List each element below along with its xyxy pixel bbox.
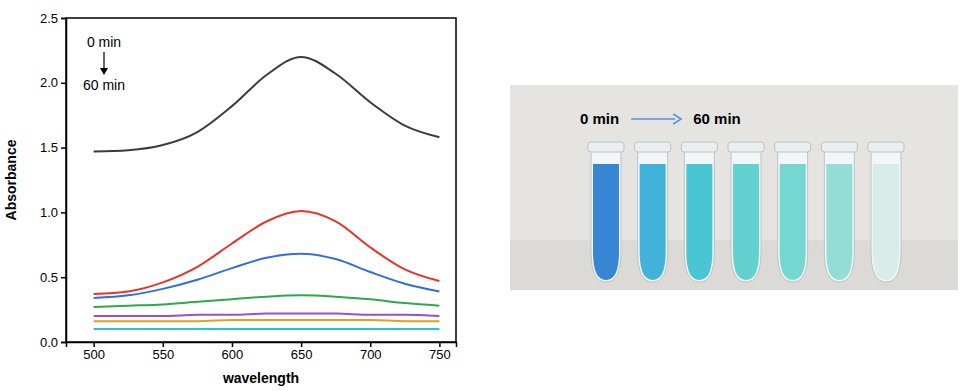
y-tick-label: 1.5 xyxy=(40,140,58,155)
tube-body xyxy=(778,150,808,282)
lines xyxy=(94,57,440,329)
tube-liquid xyxy=(686,164,712,280)
tube-liquid xyxy=(873,164,899,280)
y-tick-label: 0.0 xyxy=(40,335,58,350)
photo-arrow xyxy=(631,118,675,120)
y-tick-mark xyxy=(61,147,66,149)
annotation: 60 min xyxy=(83,77,125,93)
figure: 500 550 600 650 700 750 0.0 0.5 1.0 1.5 2.0 2.5 wave… xyxy=(0,0,974,391)
y-tick-label: 2.5 xyxy=(40,11,58,26)
tube-body xyxy=(684,150,714,282)
x-tick-label: 600 xyxy=(222,347,244,362)
y-tick-mark xyxy=(61,212,66,214)
y-tick-mark xyxy=(61,277,66,279)
tube-body xyxy=(871,150,901,282)
x-tick: 550 xyxy=(152,342,174,362)
x-tick-label: 750 xyxy=(429,347,451,362)
tube-body xyxy=(638,150,668,282)
x-tick-label: 700 xyxy=(360,347,382,362)
y-tick: 1.0 xyxy=(40,205,66,220)
x-tick-label: 500 xyxy=(83,347,105,362)
photo-background xyxy=(510,85,958,290)
tube xyxy=(775,142,811,282)
x-tick-label: 550 xyxy=(152,347,174,362)
tube xyxy=(588,142,624,282)
tube-cap xyxy=(681,142,717,152)
tube-cap xyxy=(775,142,811,152)
y-tick: 1.5 xyxy=(40,140,66,155)
y-tick-label: 2.0 xyxy=(40,75,58,90)
tube-body xyxy=(824,150,854,282)
series-line xyxy=(94,320,440,321)
photo-label: 0 min xyxy=(580,110,619,127)
y-tick-mark xyxy=(61,18,66,20)
y-tick-mark xyxy=(61,83,66,85)
tube-body xyxy=(731,150,761,282)
tube-liquid xyxy=(826,164,852,280)
y-tick-label: 0.5 xyxy=(40,270,58,285)
tube-liquid xyxy=(780,164,806,280)
y-axis-line xyxy=(61,19,67,343)
photo: 0 min 60 min xyxy=(510,85,958,290)
y-tick: 2.5 xyxy=(40,11,66,26)
x-axis-line xyxy=(67,343,457,348)
x-axis-title: wavelength xyxy=(222,370,299,386)
x-tick: 500 xyxy=(83,342,105,362)
tube-body xyxy=(591,150,621,282)
y-axis-title: Absorbance xyxy=(3,139,19,220)
tube-cap xyxy=(728,142,764,152)
tube xyxy=(635,142,671,282)
annotation: 0 min xyxy=(87,34,121,50)
x-axis: 500 550 600 650 700 750 xyxy=(67,342,457,362)
series-line xyxy=(94,211,440,294)
tube xyxy=(681,142,717,282)
plot-frame xyxy=(66,18,456,342)
series-line xyxy=(94,313,440,316)
tube-cap xyxy=(821,142,857,152)
y-tick: 0.5 xyxy=(40,270,66,285)
tube xyxy=(868,142,904,282)
tube-liquid xyxy=(640,164,666,280)
tube xyxy=(728,142,764,282)
y-tick: 0.0 xyxy=(40,335,66,350)
y-tick-label: 1.0 xyxy=(40,205,58,220)
tube-cap xyxy=(588,142,624,152)
tube-cap xyxy=(868,142,904,152)
y-axis: 0.0 0.5 1.0 1.5 2.0 2.5 xyxy=(40,11,67,350)
tube-liquid xyxy=(733,164,759,280)
tube xyxy=(821,142,857,282)
y-tick-mark xyxy=(61,342,66,344)
photo-arrowhead xyxy=(673,114,681,124)
x-tick: 700 xyxy=(360,342,382,362)
x-tick: 650 xyxy=(291,342,313,362)
series-line xyxy=(94,57,440,152)
tube-cap xyxy=(635,142,671,152)
tube-liquid xyxy=(593,164,619,280)
y-tick: 2.0 xyxy=(40,75,66,90)
series-line xyxy=(94,295,440,307)
photo-label: 60 min xyxy=(693,110,741,127)
x-tick: 600 xyxy=(222,342,244,362)
series-line xyxy=(94,328,440,330)
x-tick: 750 xyxy=(429,342,451,362)
x-tick-label: 650 xyxy=(291,347,313,362)
series-line xyxy=(94,254,440,298)
annotation-arrowhead xyxy=(100,68,108,75)
